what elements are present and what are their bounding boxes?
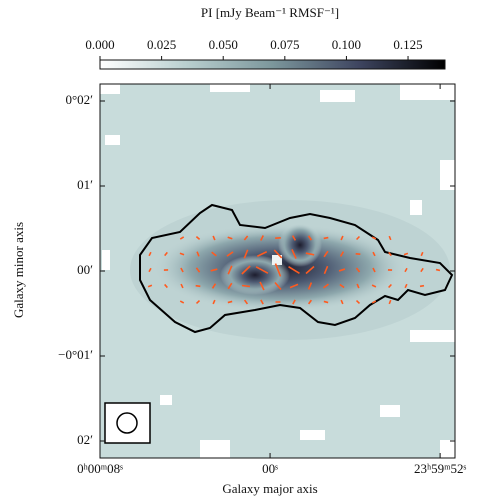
vector (388, 299, 392, 305)
vector (211, 283, 217, 289)
vector (210, 268, 218, 272)
vector (291, 249, 297, 259)
vector (307, 282, 313, 290)
vector (356, 283, 360, 289)
vector (180, 267, 184, 273)
vector (371, 284, 377, 288)
vector (404, 283, 408, 289)
vector (371, 236, 377, 240)
vector (355, 267, 361, 273)
colorbar-tick-label: 0.075 (270, 37, 299, 52)
vector (339, 283, 345, 289)
y-tick-label: 02′ (77, 432, 93, 447)
vector (211, 251, 217, 257)
vector (371, 300, 377, 304)
vector (372, 251, 376, 257)
vector (404, 267, 408, 273)
vector (419, 284, 425, 288)
vector (307, 235, 313, 241)
vector (372, 267, 376, 273)
vector (388, 235, 392, 241)
y-axis-label: Galaxy minor axis (11, 222, 26, 318)
vector (227, 282, 233, 290)
vector (305, 265, 315, 275)
vector (241, 265, 251, 275)
x-axis-label: Galaxy major axis (222, 481, 317, 496)
vector (255, 266, 269, 274)
vector (148, 267, 152, 273)
vector (292, 299, 296, 305)
vector (243, 299, 249, 305)
vector (291, 235, 297, 241)
vector (305, 252, 315, 256)
x-tick-label: 0ʰ00ᵐ08ˢ (77, 461, 123, 476)
colorbar-tick-label: 0.100 (332, 37, 361, 52)
vector (256, 251, 268, 257)
vector (338, 268, 346, 272)
vector (323, 250, 329, 258)
vector (241, 284, 251, 288)
vector (274, 263, 282, 277)
vector (226, 251, 234, 257)
vector (196, 251, 200, 257)
vector (307, 299, 313, 305)
vector (164, 251, 168, 257)
vector (212, 235, 216, 241)
vector (195, 236, 201, 240)
vector (274, 281, 282, 291)
vector (227, 265, 233, 275)
colorbar-tick-label: 0.050 (209, 37, 238, 52)
vector (179, 236, 185, 240)
vector (227, 236, 233, 240)
vector (288, 265, 300, 275)
vector (420, 251, 424, 257)
y-tick-label: 0°02′ (65, 92, 93, 107)
vector (323, 265, 329, 275)
vector (227, 300, 233, 304)
vector (388, 251, 392, 257)
vector (340, 235, 344, 241)
image (100, 84, 455, 458)
vector (403, 252, 409, 256)
vector (164, 283, 168, 289)
colorbar-tick-label: 0.000 (85, 37, 114, 52)
vector (273, 249, 283, 259)
vector (259, 281, 265, 291)
vector (260, 235, 264, 241)
vector (148, 251, 152, 257)
colorbar-tick-label: 0.025 (147, 37, 176, 52)
y-tick-label: 01′ (77, 177, 93, 192)
vector (420, 267, 424, 273)
vector (212, 299, 216, 305)
y-tick-label: −0°01′ (58, 347, 93, 362)
vector (147, 284, 153, 288)
vector (323, 300, 329, 304)
vector (339, 251, 345, 257)
colorbar-tick-label: 0.125 (393, 37, 422, 52)
vector (179, 300, 185, 304)
vector (388, 283, 392, 289)
vector (435, 268, 441, 272)
vector (180, 283, 184, 289)
vector (289, 283, 299, 289)
vector (340, 299, 344, 305)
vector (243, 249, 249, 259)
vector (195, 299, 201, 305)
x-tick-label: 23ʰ59ᵐ52ˢ (414, 461, 467, 476)
y-tick-label: 00′ (77, 262, 93, 277)
colorbar (99, 59, 446, 70)
vector (179, 252, 185, 256)
vector (195, 267, 201, 273)
colorbar-label: PI [mJy Beam⁻¹ RMSF⁻¹] (201, 5, 339, 20)
vector (195, 284, 201, 288)
vector (243, 235, 249, 241)
vector (323, 236, 329, 240)
x-tick-label: 00ˢ (262, 461, 278, 476)
vector (355, 235, 361, 241)
vector (260, 299, 264, 305)
vector (355, 300, 361, 304)
vector (323, 283, 329, 289)
